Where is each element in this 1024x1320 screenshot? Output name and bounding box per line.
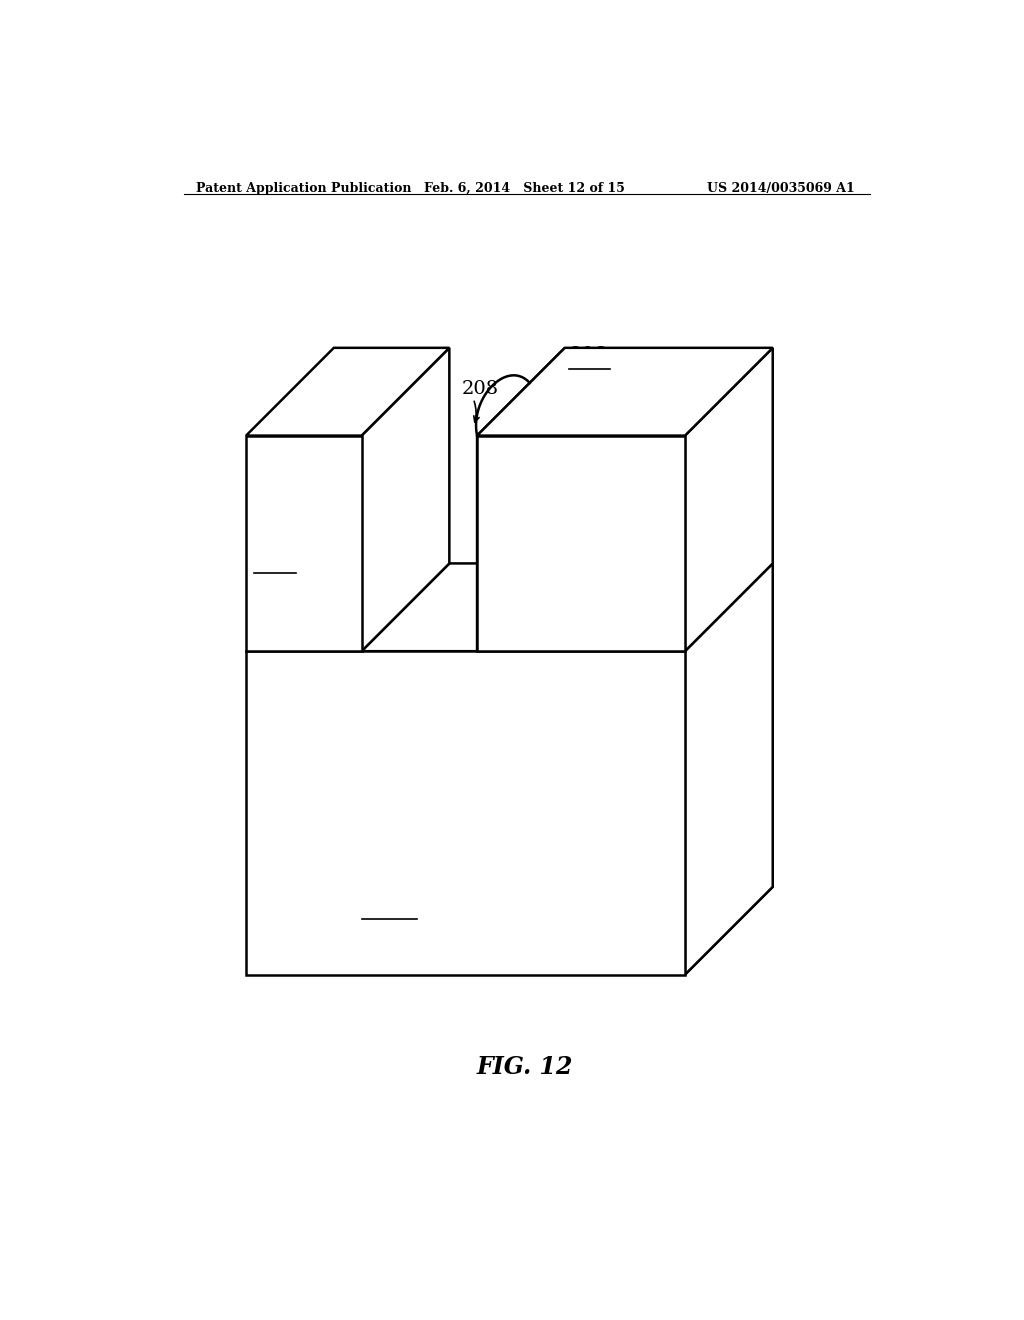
Polygon shape [477, 348, 565, 651]
Text: US 2014/0035069 A1: US 2014/0035069 A1 [707, 182, 854, 194]
Text: 200’: 200’ [361, 896, 404, 915]
Text: Feb. 6, 2014   Sheet 12 of 15: Feb. 6, 2014 Sheet 12 of 15 [424, 182, 626, 194]
Text: FIG. 12: FIG. 12 [476, 1055, 573, 1078]
Text: d: d [512, 710, 526, 730]
Polygon shape [685, 564, 773, 974]
Polygon shape [361, 348, 450, 651]
Polygon shape [246, 436, 361, 651]
Polygon shape [685, 564, 773, 974]
Polygon shape [246, 348, 450, 436]
Polygon shape [477, 436, 685, 651]
Polygon shape [246, 651, 685, 974]
Polygon shape [685, 348, 773, 651]
Text: 202: 202 [254, 550, 291, 568]
Polygon shape [361, 564, 565, 651]
Text: 206: 206 [569, 346, 606, 364]
Polygon shape [477, 348, 773, 436]
Text: 208: 208 [462, 380, 499, 399]
Text: Patent Application Publication: Patent Application Publication [196, 182, 412, 194]
